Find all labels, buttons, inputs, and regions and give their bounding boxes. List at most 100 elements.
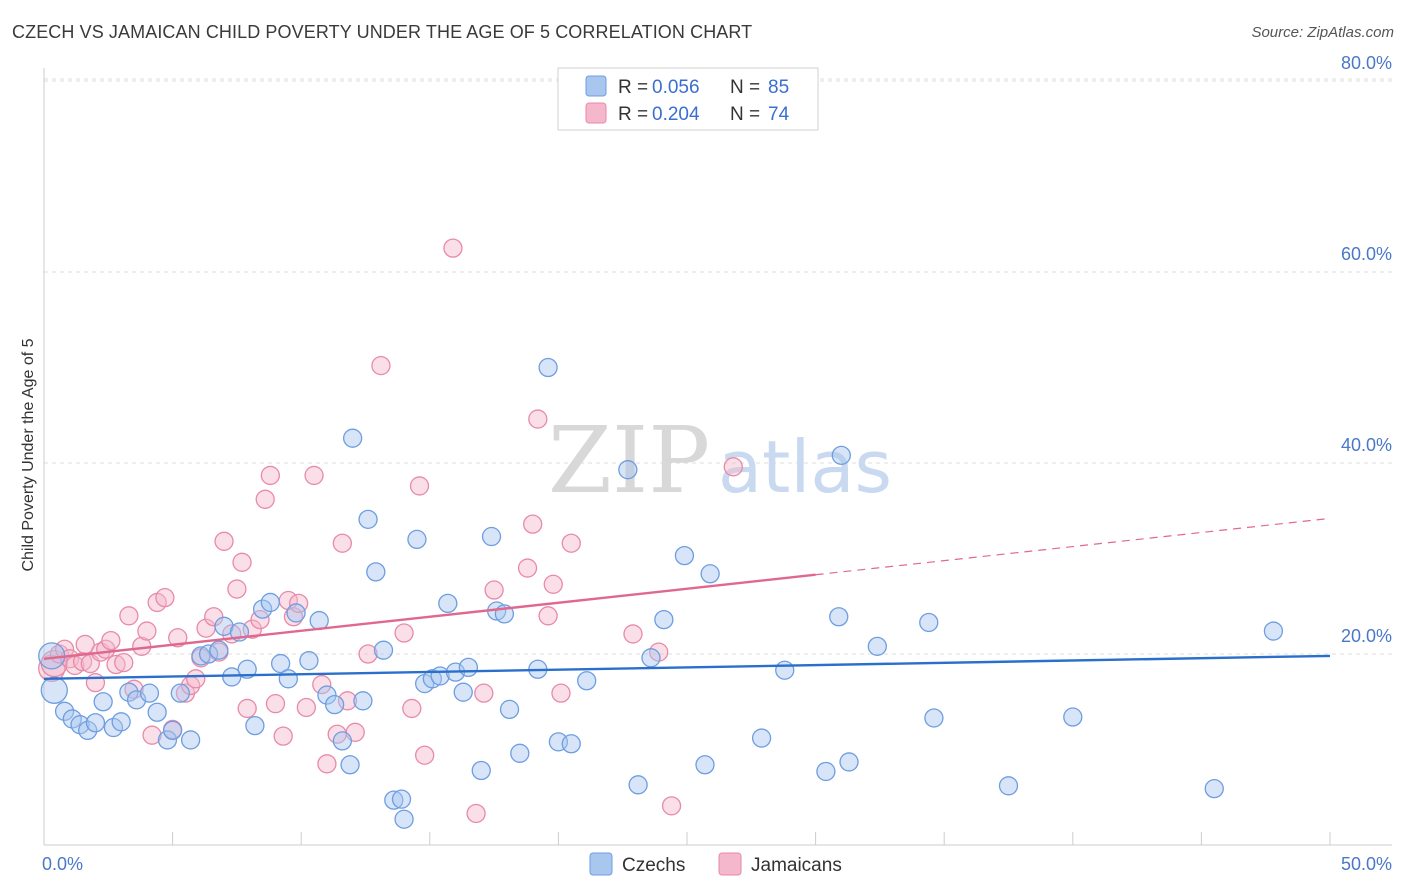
jamaicans-point — [237, 698, 257, 719]
czechs-point — [139, 683, 160, 703]
chart-title: CZECH VS JAMAICAN CHILD POVERTY UNDER TH… — [12, 22, 753, 42]
czechs-point — [85, 713, 106, 733]
y-tick-label-80: 80.0% — [1341, 53, 1392, 73]
czechs-point — [1063, 707, 1083, 727]
x-tick-min: 0.0% — [42, 854, 83, 874]
jamaicans-point — [296, 697, 316, 718]
jamaicans-point — [85, 673, 106, 693]
czechs-point — [453, 682, 473, 702]
jamaicans-point — [119, 606, 139, 626]
jamaicans-point — [561, 533, 581, 553]
czechs-point — [438, 593, 458, 614]
czechs-point — [286, 603, 306, 623]
y-tick-label-60: 60.0% — [1341, 244, 1392, 264]
czechs-point — [342, 428, 363, 448]
czechs-point — [191, 646, 211, 666]
jamaicans-points — [38, 238, 743, 824]
czechs-points — [38, 357, 1284, 829]
czechs-point — [270, 653, 291, 674]
legend-jam-n-label: N = — [730, 104, 760, 125]
legend-czech-r-value: 0.056 — [652, 77, 700, 98]
jamaicans-point — [304, 465, 324, 486]
jamaicans-point — [114, 652, 134, 673]
jamaicans-point — [394, 623, 414, 643]
czechs-point — [577, 671, 597, 691]
jamaicans-point — [543, 574, 563, 594]
czechs-point — [499, 699, 520, 720]
legend-czech-n-value: 85 — [768, 77, 789, 98]
jamaicans-point — [466, 803, 486, 824]
jamaicans-point — [317, 754, 337, 774]
y-axis-label: Child Poverty Under the Age of 5 — [20, 338, 37, 571]
jamaicans-point — [551, 683, 571, 703]
jamaicans-point — [484, 580, 504, 600]
czechs-point — [358, 509, 378, 529]
czechs-point — [775, 660, 795, 680]
czechs-point — [324, 694, 345, 715]
czechs-point — [252, 599, 273, 619]
jamaicans-point — [255, 489, 275, 509]
jamaicans-point — [723, 457, 743, 477]
czechs-point — [180, 730, 201, 750]
czechs-point — [394, 809, 414, 829]
czechs-point — [458, 657, 479, 678]
czechs-point — [628, 775, 648, 795]
czechs-point — [245, 715, 265, 736]
legend-jam-n-value: 74 — [768, 104, 790, 125]
czechs-point — [641, 648, 661, 668]
jamaicans-point — [137, 621, 157, 641]
series-legend-czechs: Czechs — [622, 855, 685, 876]
jamaicans-trend-line — [43, 573, 816, 660]
jamaicans-point — [358, 644, 378, 664]
czechs-point — [222, 667, 242, 687]
jamaicans-point — [265, 694, 286, 714]
czechs-point — [260, 592, 280, 613]
czechs-point — [373, 640, 394, 660]
y-tick-label-20: 20.0% — [1341, 626, 1392, 646]
czechs-point — [332, 731, 353, 751]
czechs-point — [384, 790, 404, 810]
czechs-point — [1263, 621, 1284, 641]
jamaicans-point — [232, 552, 252, 572]
y-tick-labels: 20.0% 40.0% 60.0% 80.0% — [1341, 53, 1392, 646]
czechs-point — [700, 564, 720, 584]
czechs-point — [867, 636, 887, 657]
czechs-point — [162, 720, 183, 741]
jamaicans-point — [528, 409, 548, 429]
czechs-point — [919, 612, 939, 633]
trend-lines — [43, 517, 1331, 681]
czechs-point — [561, 734, 581, 754]
jamaicans-point — [409, 476, 430, 496]
czechs-point — [299, 651, 319, 671]
jamaicans-point — [142, 725, 162, 745]
czechs-point — [237, 659, 257, 679]
jamaicans-point — [332, 533, 353, 553]
legend-swatch-czech — [585, 75, 607, 97]
czechs-point — [1204, 779, 1224, 799]
czechs-point — [538, 357, 558, 378]
czechs-point — [40, 676, 68, 704]
czechs-point — [147, 702, 167, 722]
czechs-point — [998, 776, 1019, 796]
jamaicans-point — [517, 558, 538, 578]
czechs-point — [366, 562, 386, 582]
czechs-point — [831, 445, 851, 466]
legend-jam-r-value: 0.204 — [652, 104, 700, 125]
jamaicans-point — [474, 683, 494, 703]
czechs-point — [829, 607, 849, 627]
jamaicans-point — [402, 698, 422, 719]
jamaicans-point — [623, 624, 643, 644]
jamaicans-point — [443, 238, 463, 258]
series-legend-swatch-czechs — [589, 852, 613, 876]
czechs-point — [209, 640, 229, 660]
czechs-point — [170, 683, 190, 703]
jamaicans-point — [661, 796, 682, 816]
series-legend-swatch-jamaicans — [718, 852, 742, 876]
jamaicans-point — [168, 628, 188, 648]
stats-legend: R = 0.056 N = 85 R = 0.204 N = 74 — [557, 67, 819, 131]
czechs-point — [119, 682, 139, 702]
czechs-point — [839, 752, 859, 772]
jamaicans-point — [227, 579, 247, 599]
czechs-point — [198, 644, 219, 664]
